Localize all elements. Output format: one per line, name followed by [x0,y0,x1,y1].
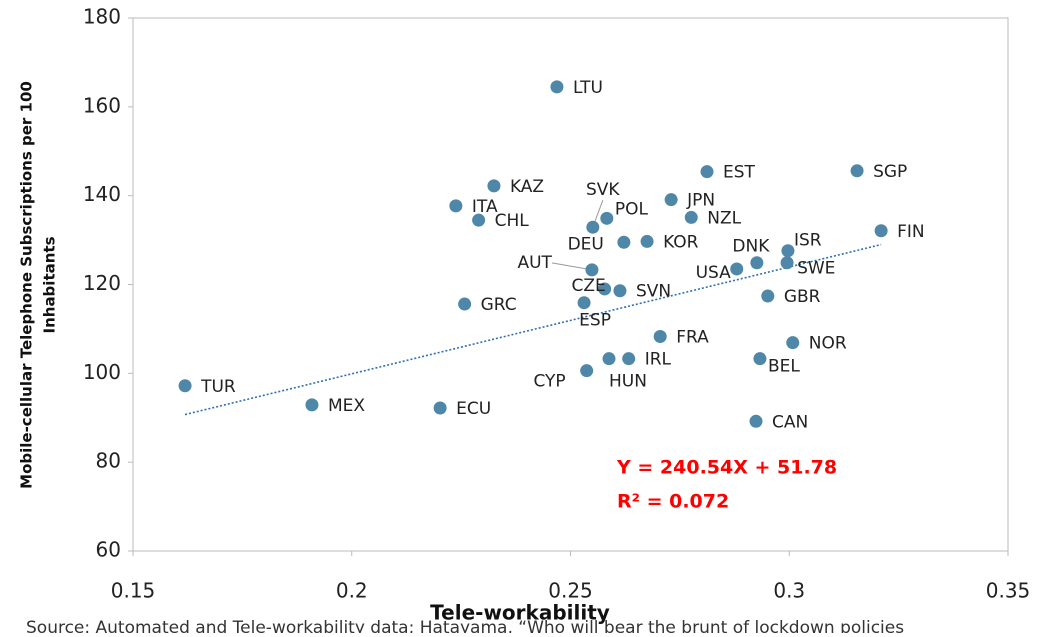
point-label: ISR [794,231,822,251]
y-tick-label: 180 [83,5,121,29]
x-axis-title: Tele-workability [430,601,610,625]
point-label: KAZ [510,177,544,197]
point [487,179,501,193]
point [749,414,763,428]
point-label: CAN [772,412,808,432]
point [622,352,636,366]
point [613,284,627,298]
point [684,210,698,224]
point [653,329,667,343]
point-label: KOR [663,232,699,252]
point-label: BEL [768,357,800,377]
point [700,165,714,179]
point [598,282,612,296]
source-note: Source: Automated and Tele-workability d… [26,618,904,633]
point-label: NZL [707,208,741,228]
point [577,296,591,310]
point [586,220,600,234]
point [305,398,319,412]
point [580,364,594,378]
trendline [184,243,882,416]
trend-equation: Y = 240.54X + 51.78 [616,457,837,479]
point-label: SGP [873,162,907,182]
point-label: FIN [897,222,925,242]
point [874,224,888,238]
point [433,401,447,415]
point [550,80,564,94]
point [640,234,654,248]
point [617,235,631,249]
point [780,256,794,270]
point-label: ESP [579,311,611,331]
point [786,336,800,350]
point-label: MEX [328,396,365,416]
y-axis-title: Inhabitants [41,236,59,333]
point [850,164,864,178]
y-tick-label: 120 [83,271,121,295]
x-tick-label: 0.25 [548,579,593,603]
point-label: SWE [797,259,835,279]
point [458,297,472,311]
point-label: CHL [495,211,530,231]
point-label: SVN [636,282,671,302]
point-label: USA [696,263,732,283]
point [761,289,775,303]
point-label: IRL [645,350,672,370]
leader-line [551,262,593,271]
point [730,262,744,276]
y-tick-label: 60 [96,538,121,562]
point-label: DNK [732,237,770,257]
point-label: AUT [517,253,552,273]
point [178,379,192,393]
y-tick-label: 140 [83,182,121,206]
x-tick-label: 0.35 [986,579,1031,603]
y-tick-label: 160 [83,93,121,117]
point-label: TUR [200,377,236,397]
trend-r2: R² = 0.072 [617,491,729,513]
point-label: DEU [568,234,604,254]
x-tick-label: 0.15 [111,579,156,603]
point [753,352,767,366]
point [781,244,795,258]
point-label: JPN [686,191,715,211]
y-axis-title: Mobile-cellular Telephone Subscriptions … [18,81,36,489]
point-label: GRC [481,295,517,315]
point-label: HUN [609,372,647,392]
point-label: CZE [571,276,605,296]
point-label: NOR [809,334,847,354]
point [472,213,486,227]
point-label: ECU [456,399,491,419]
point [750,256,764,270]
point [585,263,599,277]
point [600,211,614,225]
point [602,352,616,366]
x-tick-label: 0.3 [773,579,805,603]
point-label: ITA [472,197,498,217]
x-tick-label: 0.2 [336,579,368,603]
point [664,193,678,207]
point-label: EST [723,163,756,183]
point [449,199,463,213]
point-label: FRA [676,327,709,347]
point-label: LTU [573,78,603,98]
point-label: SVK [586,180,620,200]
point-label: GBR [784,287,821,307]
y-tick-label: 100 [83,360,121,384]
y-tick-label: 80 [96,449,121,473]
point-label: POL [615,199,649,219]
point-label: CYP [533,372,565,392]
